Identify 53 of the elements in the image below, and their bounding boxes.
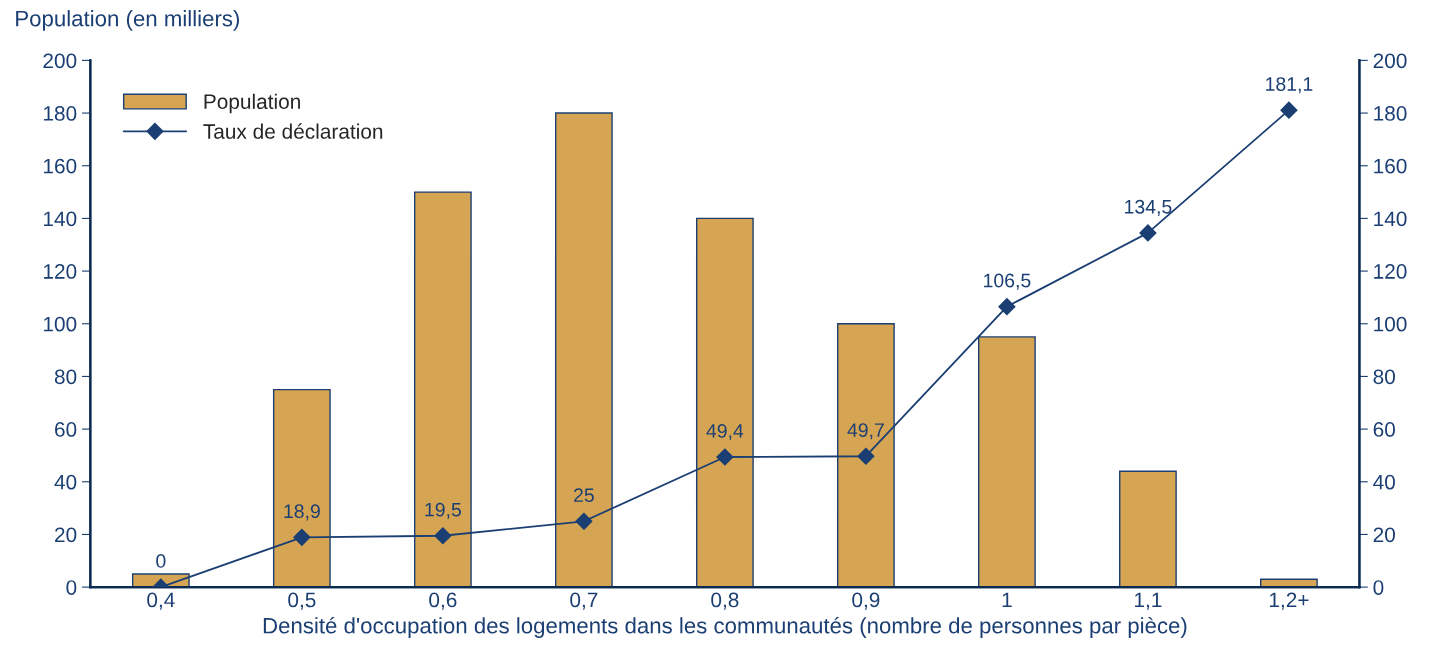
point: [575, 512, 593, 530]
x-tick-label: 1: [1002, 592, 1012, 608]
legend-label: Taux de déclaration: [203, 123, 383, 139]
y2-tick-label: 100: [1374, 316, 1407, 332]
y-tick-label: 160: [43, 158, 77, 174]
y2-tick-label: 160: [1374, 158, 1407, 174]
y2-tick-label: 120: [1374, 264, 1407, 279]
y-tick-label: 200: [43, 53, 77, 69]
y-axis-title: Population (en milliers): [16, 10, 239, 31]
data-label: 0: [156, 554, 166, 568]
data-label: 181,1: [1266, 77, 1313, 94]
y-tick-label: 0: [66, 580, 77, 595]
point: [1139, 224, 1157, 242]
x-tick-label: 0,7: [570, 592, 598, 610]
y2-tick-label: 180: [1374, 106, 1407, 121]
y-tick-label: 40: [54, 474, 77, 490]
x-axis-title: Densité d'occupation des logements dans les communautés (nombre de personnes par pièce): [263, 616, 1187, 638]
y2-tick-label: 200: [1373, 53, 1407, 69]
y2-tick-label: 60: [1373, 422, 1395, 437]
data-label: 19,5: [425, 502, 461, 519]
y-tick-label: 20: [55, 527, 77, 543]
x-tick-label: 0,9: [852, 592, 880, 610]
x-tick-label: 0,4: [147, 592, 175, 610]
y-tick-label: 60: [55, 422, 77, 437]
y-tick-label: 180: [43, 106, 77, 121]
y-tick-label: 120: [43, 264, 77, 279]
data-label: 106,5: [984, 273, 1031, 290]
point: [434, 527, 452, 545]
data-label: 25: [574, 488, 594, 503]
y2-tick-label: 80: [1373, 369, 1395, 385]
data-label: 18,9: [284, 504, 320, 521]
y2-tick-label: 40: [1373, 474, 1395, 490]
point: [716, 448, 734, 466]
x-tick-label: 0,6: [429, 592, 457, 610]
y2-tick-label: 140: [1374, 211, 1407, 227]
data-label: 49,4: [706, 424, 744, 441]
x-tick-label: 0,5: [288, 592, 316, 610]
bar: [1119, 470, 1177, 588]
y2-tick-label: 0: [1373, 580, 1384, 595]
y-tick-label: 80: [54, 369, 77, 385]
x-tick-label: 1,1: [1135, 592, 1162, 610]
point: [293, 528, 311, 546]
y-tick-label: 140: [43, 211, 77, 227]
legend-label: Population: [204, 93, 300, 114]
data-label: 134,5: [1125, 199, 1172, 216]
data-label: 49,7: [847, 423, 884, 440]
point: [1280, 101, 1298, 119]
y-tick-label: 100: [43, 316, 77, 332]
x-tick-label: 1,2+: [1269, 592, 1309, 610]
y2-tick-label: 20: [1373, 527, 1395, 543]
x-tick-label: 0,8: [711, 592, 739, 610]
point: [998, 298, 1016, 316]
point: [857, 447, 875, 465]
